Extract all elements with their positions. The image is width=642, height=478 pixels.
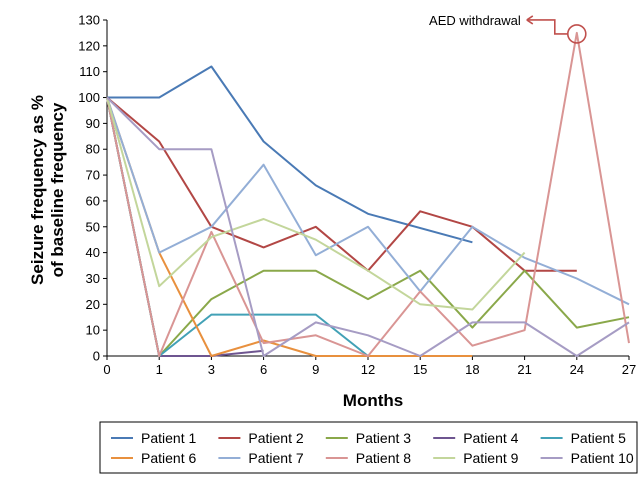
legend-label-patient-7: Patient 7 [248, 450, 303, 466]
legend-label-patient-1: Patient 1 [141, 430, 196, 446]
y-tick-label: 110 [79, 64, 100, 79]
legend-label-patient-8: Patient 8 [356, 450, 411, 466]
legend-label-patient-2: Patient 2 [248, 430, 303, 446]
legend-label-patient-4: Patient 4 [463, 430, 518, 446]
series-line-patient-2 [106, 96, 577, 272]
x-tick-label: 21 [517, 362, 531, 377]
y-axis-title: Seizure frequency as % [28, 95, 47, 285]
x-tick-label: 9 [312, 362, 319, 377]
legend-label-patient-10: Patient 10 [571, 450, 634, 466]
legend-box [99, 421, 638, 474]
x-tick-label: 27 [622, 362, 636, 377]
x-tick-label: 24 [570, 362, 584, 377]
series-line-patient-3 [106, 97, 630, 357]
y-tick-label: 80 [86, 142, 100, 157]
y-tick-label: 50 [86, 219, 100, 234]
series-line-patient-9 [106, 97, 526, 311]
y-tick-label: 120 [78, 38, 100, 53]
legend-label-patient-3: Patient 3 [356, 430, 411, 446]
y-tick-label: 70 [86, 168, 100, 183]
y-tick-label: 20 [86, 297, 100, 312]
series-line-patient-7 [106, 97, 630, 306]
y-tick-label: 0 [93, 349, 100, 364]
x-tick-label: 0 [103, 362, 110, 377]
series-line-patient-10 [106, 96, 630, 357]
legend-label-patient-9: Patient 9 [463, 450, 518, 466]
annotation-label: AED withdrawal [429, 13, 521, 28]
y-tick-label: 30 [86, 271, 100, 286]
annotation-arrow-line [526, 19, 568, 35]
x-tick-label: 3 [208, 362, 215, 377]
y-tick-label: 10 [86, 323, 100, 338]
x-tick-label: 12 [361, 362, 375, 377]
x-axis-title: Months [343, 391, 403, 410]
x-tick-label: 6 [260, 362, 267, 377]
y-tick-label: 60 [86, 193, 100, 208]
series-line-patient-1 [107, 65, 473, 244]
y-tick-label: 90 [86, 116, 100, 131]
y-tick-label: 40 [86, 245, 100, 260]
x-tick-label: 15 [413, 362, 427, 377]
x-tick-label: 18 [465, 362, 479, 377]
legend-label-patient-6: Patient 6 [141, 450, 196, 466]
annotation-arrowhead [526, 15, 534, 25]
y-axis-title: of baseline frequency [48, 102, 67, 277]
x-tick-label: 1 [156, 362, 163, 377]
legend-label-patient-5: Patient 5 [571, 430, 626, 446]
series-line-patient-8 [106, 31, 630, 357]
y-tick-label: 100 [78, 90, 100, 105]
series-line-patient-6 [106, 97, 473, 357]
y-tick-label: 130 [78, 13, 100, 28]
